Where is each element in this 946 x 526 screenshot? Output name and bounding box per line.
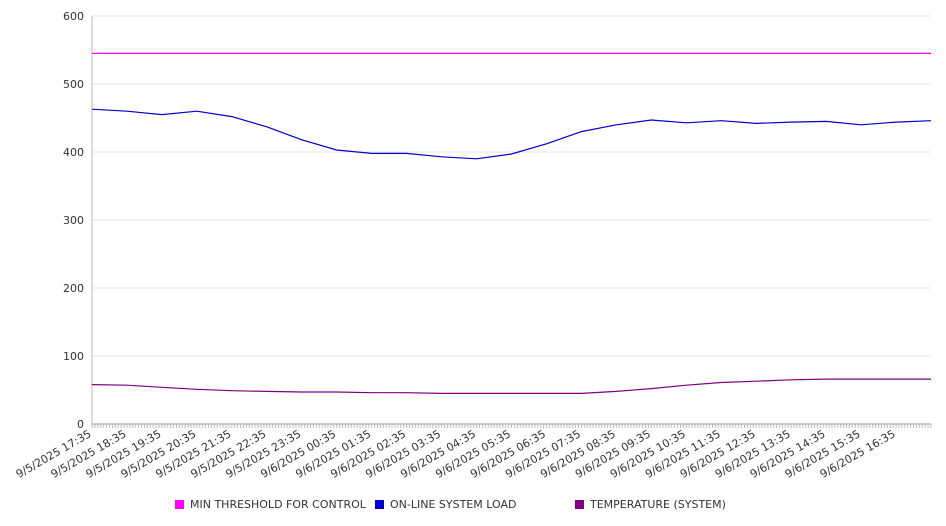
legend-item-min-threshold[interactable]: MIN THRESHOLD FOR CONTROL (175, 498, 366, 511)
legend-label-system-load: ON-LINE SYSTEM LOAD (390, 498, 517, 511)
legend-swatch-min-threshold (175, 500, 184, 509)
series-line-1 (91, 108, 932, 160)
y-tick-label-300: 300 (63, 214, 84, 227)
y-tick-label-200: 200 (63, 282, 84, 295)
legend-label-temperature: TEMPERATURE (SYSTEM) (590, 498, 726, 511)
legend-swatch-temperature (575, 500, 584, 509)
y-tick-label-400: 400 (63, 146, 84, 159)
legend: MIN THRESHOLD FOR CONTROL ON-LINE SYSTEM… (0, 498, 946, 514)
legend-swatch-system-load (375, 500, 384, 509)
legend-item-system-load[interactable]: ON-LINE SYSTEM LOAD (375, 498, 516, 511)
y-tick-label-100: 100 (63, 350, 84, 363)
legend-label-min-threshold: MIN THRESHOLD FOR CONTROL (190, 498, 366, 511)
y-tick-label-500: 500 (63, 78, 84, 91)
series-line-2 (91, 378, 931, 394)
y-tick-label-600: 600 (63, 10, 84, 23)
y-tick-label-0: 0 (77, 418, 84, 431)
legend-item-temperature[interactable]: TEMPERATURE (SYSTEM) (575, 498, 726, 511)
